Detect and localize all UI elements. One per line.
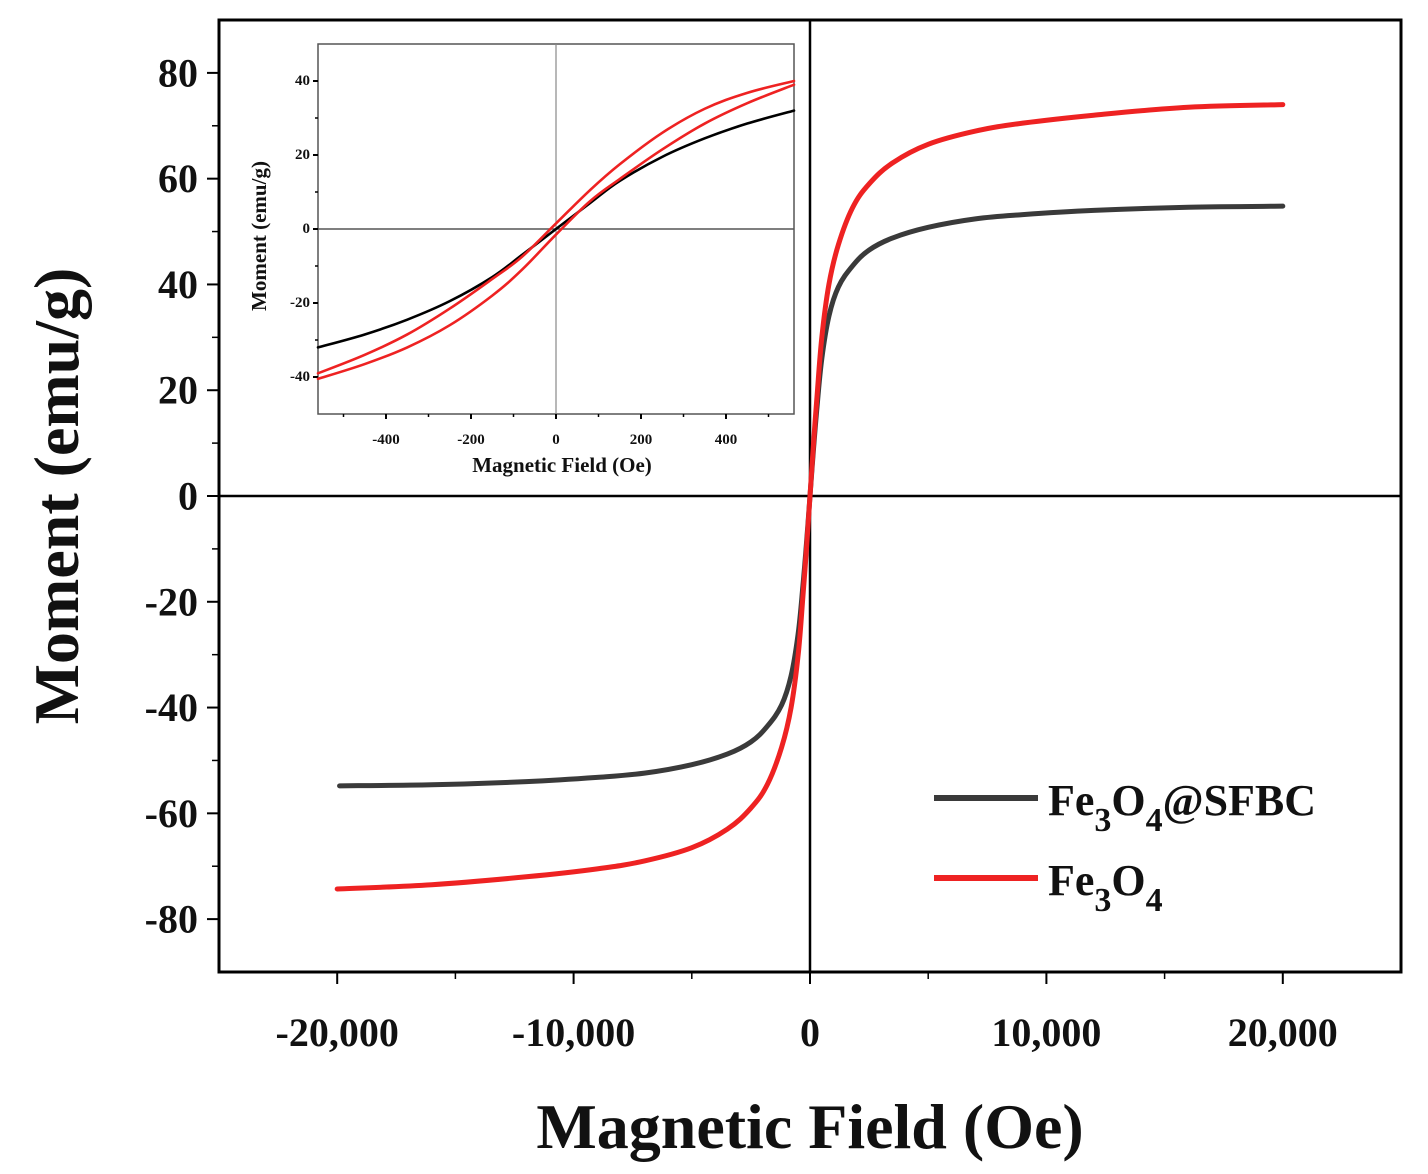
legend-label-fe3o4-fe: Fe xyxy=(1048,856,1094,905)
inset-plot-series xyxy=(316,79,796,381)
inset-x-axis-title: Magnetic Field (Oe) xyxy=(472,453,652,477)
inset-x-tick-label: -200 xyxy=(457,432,485,448)
main-axis-ticks: -20,000 -10,000 0 10,000 20,000-80-60-40-200… xyxy=(145,50,1338,1055)
inset-series-fe3o4-lower-branch xyxy=(316,83,796,381)
legend-label-fe3o4-sfbc-o: O xyxy=(1111,776,1145,825)
main-y-tick-label: 0 xyxy=(178,474,198,519)
inset-y-tick-label: 0 xyxy=(303,221,311,237)
main-x-tick-label: 20,000 xyxy=(1228,1010,1338,1055)
inset-y-tick-label: -20 xyxy=(290,295,310,311)
main-x-tick-label: 10,000 xyxy=(991,1010,1101,1055)
inset-y-tick-label: -40 xyxy=(290,369,310,385)
legend-label-fe3o4-sfbc-sub4: 4 xyxy=(1146,802,1163,839)
main-y-tick-label: 20 xyxy=(158,368,198,413)
main-series-fe3o4 xyxy=(334,102,1286,892)
main-y-tick-label: -80 xyxy=(145,897,198,942)
main-y-tick-label: -40 xyxy=(145,685,198,730)
legend-label-fe3o4-sfbc-tail: @SFBC xyxy=(1163,776,1316,825)
main-x-tick-label: 0 xyxy=(800,1010,820,1055)
inset-x-tick-label: -400 xyxy=(372,432,400,448)
main-y-tick-label: 80 xyxy=(158,50,198,95)
inset-x-tick-label: 0 xyxy=(552,432,560,448)
main-y-tick-label: -60 xyxy=(145,791,198,836)
main-y-axis-title: Moment (emu/g) xyxy=(21,268,92,725)
legend-label-fe3o4-sfbc-fe: Fe xyxy=(1048,776,1094,825)
inset-x-tick-label: 200 xyxy=(630,432,653,448)
legend: Fe3O4@SFBC Fe3O4 xyxy=(934,776,1316,919)
main-x-tick-label: -10,000 xyxy=(512,1010,635,1055)
legend-label-fe3o4-o: O xyxy=(1111,856,1145,905)
legend-label-fe3o4-sfbc: Fe3O4@SFBC xyxy=(1048,776,1316,839)
main-plot-series xyxy=(334,102,1286,892)
main-y-tick-label: 60 xyxy=(158,156,198,201)
legend-label-fe3o4-sfbc-sub3: 3 xyxy=(1094,802,1111,839)
legend-label-fe3o4: Fe3O4 xyxy=(1048,856,1163,919)
inset-series-fe3o4-sfbc xyxy=(316,109,796,349)
main-x-axis-title: Magnetic Field (Oe) xyxy=(536,1091,1083,1162)
inset-x-tick-label: 400 xyxy=(715,432,738,448)
main-y-tick-label: 40 xyxy=(158,262,198,307)
legend-label-fe3o4-sub4: 4 xyxy=(1146,882,1163,919)
legend-label-fe3o4-sub3: 3 xyxy=(1094,882,1111,919)
inset-y-axis-title: Moment (emu/g) xyxy=(247,161,271,311)
inset-y-tick-label: 40 xyxy=(295,73,310,89)
inset-series-fe3o4-upper-branch xyxy=(316,79,796,375)
inset-y-tick-label: 20 xyxy=(295,147,310,163)
main-y-tick-label: -20 xyxy=(145,579,198,624)
main-x-tick-label: -20,000 xyxy=(276,1010,399,1055)
